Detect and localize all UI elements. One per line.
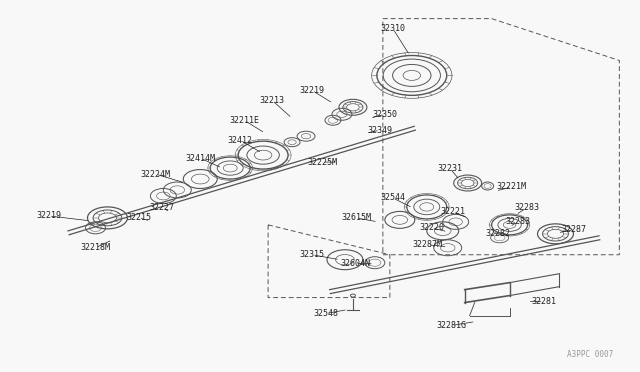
Text: A3PPC 0007: A3PPC 0007 <box>567 350 613 359</box>
Text: 32211E: 32211E <box>229 116 259 125</box>
Text: 32615M: 32615M <box>341 214 371 222</box>
Text: 32213: 32213 <box>260 96 285 105</box>
Text: 32283: 32283 <box>514 203 539 212</box>
Text: 32219: 32219 <box>300 86 324 95</box>
Text: 32287: 32287 <box>561 225 586 234</box>
Text: 32224M: 32224M <box>140 170 170 179</box>
Text: 32281G: 32281G <box>436 321 467 330</box>
Text: 32350: 32350 <box>372 110 397 119</box>
Text: 32349: 32349 <box>367 126 392 135</box>
Text: 32220: 32220 <box>419 223 444 232</box>
Text: 32221: 32221 <box>440 208 465 217</box>
Text: 32283: 32283 <box>505 217 530 227</box>
Text: 32281: 32281 <box>531 297 556 306</box>
Text: 32544: 32544 <box>380 193 405 202</box>
Text: 32414M: 32414M <box>185 154 215 163</box>
Text: 32287M: 32287M <box>413 240 443 249</box>
Text: 32215: 32215 <box>126 214 151 222</box>
Text: 32225M: 32225M <box>307 158 337 167</box>
Text: 32315: 32315 <box>300 250 324 259</box>
Text: 32412: 32412 <box>228 136 253 145</box>
Text: 32218M: 32218M <box>81 243 111 252</box>
Text: 32604N: 32604N <box>340 259 370 268</box>
Text: 32219: 32219 <box>36 211 61 220</box>
Text: 32310: 32310 <box>380 24 405 33</box>
Text: 32227: 32227 <box>150 203 175 212</box>
Text: 32221M: 32221M <box>497 183 527 192</box>
Text: 32282: 32282 <box>485 229 510 238</box>
Text: 32548: 32548 <box>314 309 339 318</box>
Text: 32231: 32231 <box>437 164 462 173</box>
